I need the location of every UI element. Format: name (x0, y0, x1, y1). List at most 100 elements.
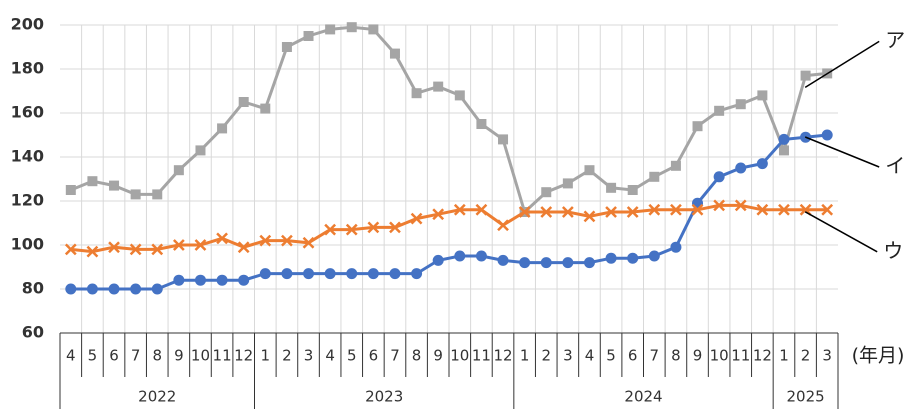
leader-line (804, 40, 880, 89)
x-tick-label: 5 (347, 347, 357, 365)
x-tick-label: 11 (731, 347, 750, 365)
marker (454, 90, 465, 101)
marker (756, 158, 768, 170)
marker (324, 223, 337, 236)
marker (368, 24, 379, 35)
marker (411, 88, 422, 99)
marker (453, 203, 466, 216)
marker (260, 103, 271, 114)
marker (562, 178, 573, 189)
marker (584, 165, 595, 176)
series-line (70, 203, 828, 254)
y-tick-label: 140 (11, 147, 44, 166)
marker (497, 254, 509, 266)
marker (130, 189, 141, 200)
marker (714, 105, 725, 116)
x-tick-label: 5 (606, 347, 616, 365)
x-tick-label: 12 (493, 347, 512, 365)
marker (86, 245, 99, 258)
marker (194, 274, 206, 286)
marker (108, 283, 120, 295)
marker (476, 119, 487, 129)
marker (670, 160, 681, 171)
x-tick-label: 10 (710, 347, 729, 365)
x-tick-label: 4 (585, 347, 595, 365)
x-tick-label: 4 (66, 347, 76, 365)
marker (562, 257, 574, 269)
marker (367, 268, 379, 280)
marker (367, 221, 380, 234)
marker (649, 171, 660, 182)
marker (498, 134, 509, 145)
marker (821, 129, 833, 141)
marker (648, 203, 661, 216)
x-tick-label: 8 (671, 347, 681, 365)
marker (65, 185, 76, 195)
marker (540, 206, 553, 218)
x-tick-label: 2 (282, 347, 292, 365)
marker (475, 203, 488, 216)
marker (606, 182, 617, 193)
marker (540, 257, 552, 269)
marker (237, 241, 250, 254)
series-label: ア (885, 28, 905, 52)
marker (172, 239, 185, 251)
marker (389, 48, 400, 59)
x-tick-label: 2 (541, 347, 551, 365)
marker (454, 250, 466, 262)
y-tick-label: 100 (11, 235, 44, 254)
marker (302, 236, 315, 249)
marker (475, 250, 487, 262)
leader-line (804, 211, 878, 253)
marker (800, 70, 811, 81)
x-tick-label: 9 (433, 347, 443, 365)
y-tick-label: 160 (11, 103, 44, 122)
marker (303, 268, 315, 280)
x-tick-label: 12 (234, 347, 253, 365)
marker (734, 199, 747, 212)
y-tick-label: 80 (22, 279, 44, 298)
x-tick-label: 6 (628, 347, 638, 365)
marker (410, 212, 423, 225)
marker (346, 22, 357, 33)
marker (778, 133, 790, 145)
marker (216, 232, 228, 245)
marker (541, 187, 552, 198)
marker (173, 274, 185, 286)
marker (259, 268, 271, 280)
y-tick-label: 60 (22, 323, 44, 342)
x-tick-label: 4 (325, 347, 335, 365)
x-tick-label: 3 (304, 347, 314, 365)
marker (648, 250, 660, 262)
x-tick-label: 2 (801, 347, 811, 365)
marker (259, 234, 272, 247)
marker (583, 257, 595, 269)
marker (518, 206, 531, 218)
leader-line (804, 136, 880, 168)
marker (216, 274, 228, 286)
marker (757, 90, 768, 101)
marker (238, 274, 250, 286)
marker (735, 99, 746, 110)
marker (87, 176, 98, 187)
series-label: イ (885, 154, 905, 178)
marker (281, 268, 293, 280)
marker (303, 31, 314, 41)
marker (86, 283, 98, 295)
x-tick-label: 3 (563, 347, 573, 365)
marker (325, 24, 336, 35)
marker (130, 283, 142, 295)
x-tick-label: 6 (109, 347, 119, 365)
marker (432, 254, 444, 266)
year-label: 2024 (624, 388, 662, 406)
marker (238, 97, 249, 107)
x-tick-label: 8 (412, 347, 422, 365)
x-axis-label: (年月) (852, 345, 905, 367)
marker (691, 203, 704, 216)
marker (108, 241, 120, 254)
marker (64, 243, 77, 256)
marker (433, 81, 444, 92)
marker (605, 206, 617, 218)
marker (173, 165, 184, 176)
